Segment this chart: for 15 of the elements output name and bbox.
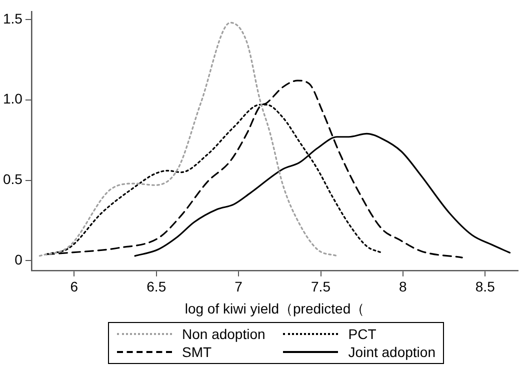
y-tick-label: 0.5 [2,171,23,188]
legend-label: PCT [348,326,376,342]
x-tick-label: 7 [234,278,243,295]
x-tick-label: 8.5 [475,278,496,295]
y-tick-label: 0 [14,252,23,268]
x-tick-label: 6 [70,278,78,295]
legend-label: Non adoption [182,326,266,342]
y-tick-label: 1.5 [2,10,23,26]
y-tick-label: 1.0 [2,90,23,107]
legend-label: SMT [182,344,212,360]
x-tick-label: 8 [399,278,408,295]
x-axis-title: log of kiwi yield（predicted（ [184,300,365,316]
x-tick-label: 6.5 [146,278,166,295]
legend-label: Joint adoption [348,344,436,360]
x-tick-label: 7.5 [311,278,331,295]
